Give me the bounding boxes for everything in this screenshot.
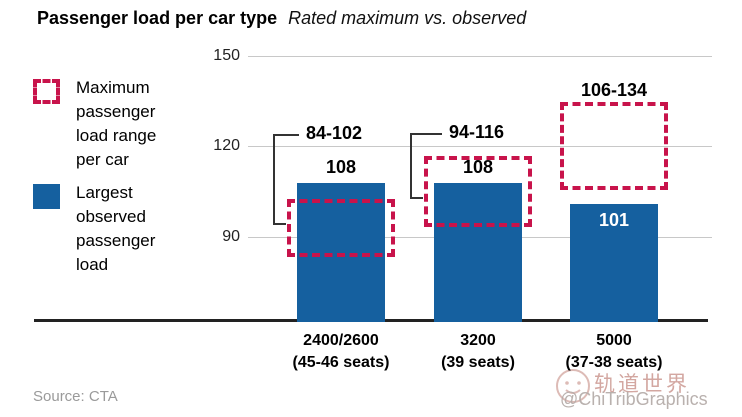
x-tick-label: 3200 xyxy=(460,332,496,349)
solid-bar-swatch-icon xyxy=(33,184,60,209)
bracket-top-line xyxy=(410,133,442,135)
bracket-bottom-line xyxy=(410,197,423,199)
x-tick-label: 5000 xyxy=(596,332,632,349)
bracket-bottom-line xyxy=(273,223,286,225)
y-tick-label: 150 xyxy=(213,47,240,64)
bar xyxy=(570,203,658,322)
x-tick-label-group: 2400/2600 (45-46 seats) xyxy=(256,330,426,374)
x-tick-sublabel: (37-38 seats) xyxy=(565,354,663,371)
range-box xyxy=(560,102,668,191)
bracket-vertical-line xyxy=(410,133,412,197)
legend-item-max-range: Maximum passenger load range per car xyxy=(33,76,180,172)
legend-item-observed: Largest observed passenger load xyxy=(33,181,180,277)
bar-value-label: 108 xyxy=(325,156,357,177)
range-label: 106-134 xyxy=(580,80,648,101)
x-tick-label-group: 3200 (39 seats) xyxy=(393,330,563,374)
range-label: 84-102 xyxy=(306,123,363,143)
dashed-range-swatch-icon xyxy=(33,79,60,104)
bracket-top-line xyxy=(273,134,299,136)
y-tick-label: 120 xyxy=(213,137,240,155)
legend-max-range-label: Maximum passenger load range per car xyxy=(76,78,157,169)
gridline xyxy=(248,56,712,57)
range-box xyxy=(424,156,532,227)
x-tick-sublabel: (39 seats) xyxy=(441,354,515,371)
range-label: 94-116 xyxy=(449,122,505,142)
chart-subtitle: Rated maximum vs. observed xyxy=(288,8,527,28)
bar-value-label: 108 xyxy=(462,156,494,177)
range-box xyxy=(287,198,395,257)
bar xyxy=(297,182,385,322)
y-tick-label: 90 xyxy=(222,227,240,245)
bracket-vertical-line xyxy=(273,134,275,223)
x-tick-label-group: 5000 (37-38 seats) xyxy=(529,330,699,374)
source-note: Source: CTA xyxy=(33,388,118,405)
x-tick-sublabel: (45-46 seats) xyxy=(292,354,390,371)
bar xyxy=(434,182,522,322)
chart-header: Passenger load per car type Rated maximu… xyxy=(37,8,526,29)
chart-title: Passenger load per car type xyxy=(37,8,278,28)
gridline xyxy=(248,146,712,148)
x-tick-label: 2400/2600 xyxy=(303,332,379,349)
legend-observed-label: Largest observed passenger load xyxy=(76,183,156,274)
bar-value-label: 101 xyxy=(598,209,630,230)
